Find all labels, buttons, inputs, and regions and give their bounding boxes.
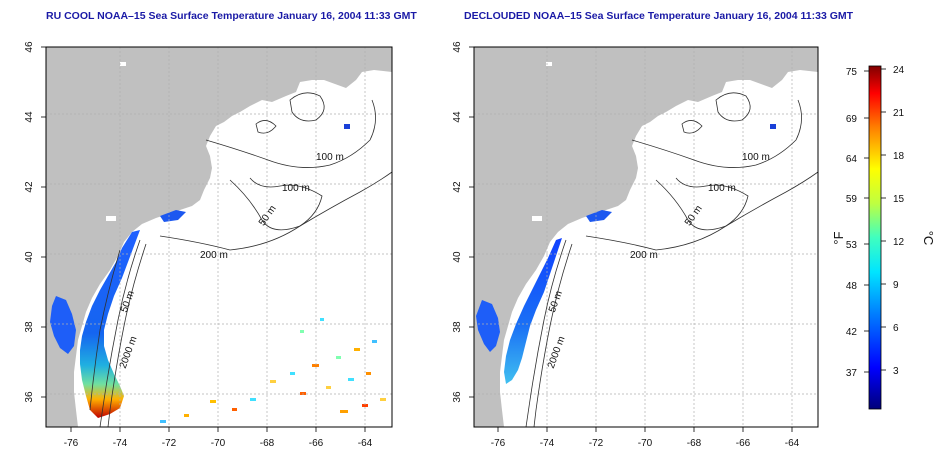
right-lat-tick-36: 36 xyxy=(452,391,463,403)
right-lon-tick-70: -70 xyxy=(638,438,653,449)
left-lat-tick-36: 36 xyxy=(24,391,35,403)
left-graticule xyxy=(46,47,392,427)
right-lon-tick-74: -74 xyxy=(540,438,555,449)
colorbar-c-tick-6: 6 xyxy=(893,323,899,334)
right-lat-tick-42: 42 xyxy=(452,181,463,193)
left-contour-label-100m-b: 100 m xyxy=(282,183,310,194)
right-contour-label-100m-a: 100 m xyxy=(742,152,770,163)
left-gulf-maine-sst xyxy=(160,210,186,222)
left-offshore-speckles xyxy=(160,318,386,423)
right-contour-label-100m-b: 100 m xyxy=(708,183,736,194)
colorbar-fahrenheit-label: °F xyxy=(831,231,846,244)
right-lat-tick-46: 46 xyxy=(452,41,463,53)
left-contours xyxy=(89,92,393,428)
left-lat-tick-38: 38 xyxy=(24,321,35,333)
colorbar-f-tick-42: 42 xyxy=(846,327,858,338)
colorbar-gradient xyxy=(868,65,882,410)
right-lon-tick-68: -68 xyxy=(687,438,702,449)
colorbar-c-tick-12: 12 xyxy=(893,237,905,248)
colorbar-f-tick-48: 48 xyxy=(846,281,858,292)
colorbar-c-tick-15: 15 xyxy=(893,194,905,205)
left-lat-tick-40: 40 xyxy=(24,251,35,263)
right-gulf-maine-sst xyxy=(586,210,612,222)
colorbar-f-tick-53: 53 xyxy=(846,240,858,251)
colorbar-f-tick-37: 37 xyxy=(846,368,858,379)
colorbar-c-tick-3: 3 xyxy=(893,366,899,377)
left-contour-label-100m-a: 100 m xyxy=(316,152,344,163)
right-lat-tick-38: 38 xyxy=(452,321,463,333)
left-lon-tick-76: -76 xyxy=(64,438,79,449)
right-contours xyxy=(525,92,819,428)
left-lon-tick-72: -72 xyxy=(162,438,177,449)
right-bay-sst xyxy=(476,300,500,352)
left-lon-tick-70: -70 xyxy=(211,438,226,449)
colorbar-c-tick-24: 24 xyxy=(893,65,905,76)
left-map-panel: 100 m 100 m 50 m 200 m 2000 m 50 m -76 -… xyxy=(24,41,393,449)
temperature-colorbar: 75 69 64 59 53 48 42 37 24 21 18 15 12 9… xyxy=(831,65,936,410)
colorbar-c-tick-18: 18 xyxy=(893,151,905,162)
right-sst-coastal-band xyxy=(504,238,562,384)
colorbar-f-tick-64: 64 xyxy=(846,154,858,165)
right-map-title: DECLOUDED NOAA–15 Sea Surface Temperatur… xyxy=(464,10,854,22)
left-bay-sst xyxy=(50,296,76,354)
colorbar-celsius-label: °C xyxy=(921,231,936,246)
colorbar-c-tick-9: 9 xyxy=(893,280,899,291)
left-map-title: RU COOL NOAA–15 Sea Surface Temperature … xyxy=(46,10,417,22)
right-contour-label-200m: 200 m xyxy=(630,250,658,261)
colorbar-f-tick-75: 75 xyxy=(846,67,858,78)
right-map-panel: 100 m 100 m 50 m 200 m 2000 m 50 m -76 -… xyxy=(452,41,819,449)
right-lon-tick-76: -76 xyxy=(491,438,506,449)
colorbar-f-tick-69: 69 xyxy=(846,114,858,125)
right-lat-tick-40: 40 xyxy=(452,251,463,263)
left-lat-tick-42: 42 xyxy=(24,181,35,193)
colorbar-f-tick-59: 59 xyxy=(846,194,858,205)
right-land-mass xyxy=(474,47,818,427)
right-lon-tick-64: -64 xyxy=(785,438,800,449)
left-lat-tick-46: 46 xyxy=(24,41,35,53)
right-lat-tick-44: 44 xyxy=(452,111,463,123)
left-sst-coastal-band xyxy=(80,230,140,418)
left-contour-label-200m: 200 m xyxy=(200,250,228,261)
right-lon-tick-72: -72 xyxy=(589,438,604,449)
left-lon-tick-66: -66 xyxy=(309,438,324,449)
left-lat-tick-44: 44 xyxy=(24,111,35,123)
right-lon-tick-66: -66 xyxy=(736,438,751,449)
colorbar-c-tick-21: 21 xyxy=(893,108,905,119)
left-lon-tick-68: -68 xyxy=(260,438,275,449)
left-land-mass xyxy=(46,47,392,427)
left-lon-tick-64: -64 xyxy=(358,438,373,449)
right-graticule xyxy=(474,47,818,427)
left-lon-tick-74: -74 xyxy=(113,438,128,449)
